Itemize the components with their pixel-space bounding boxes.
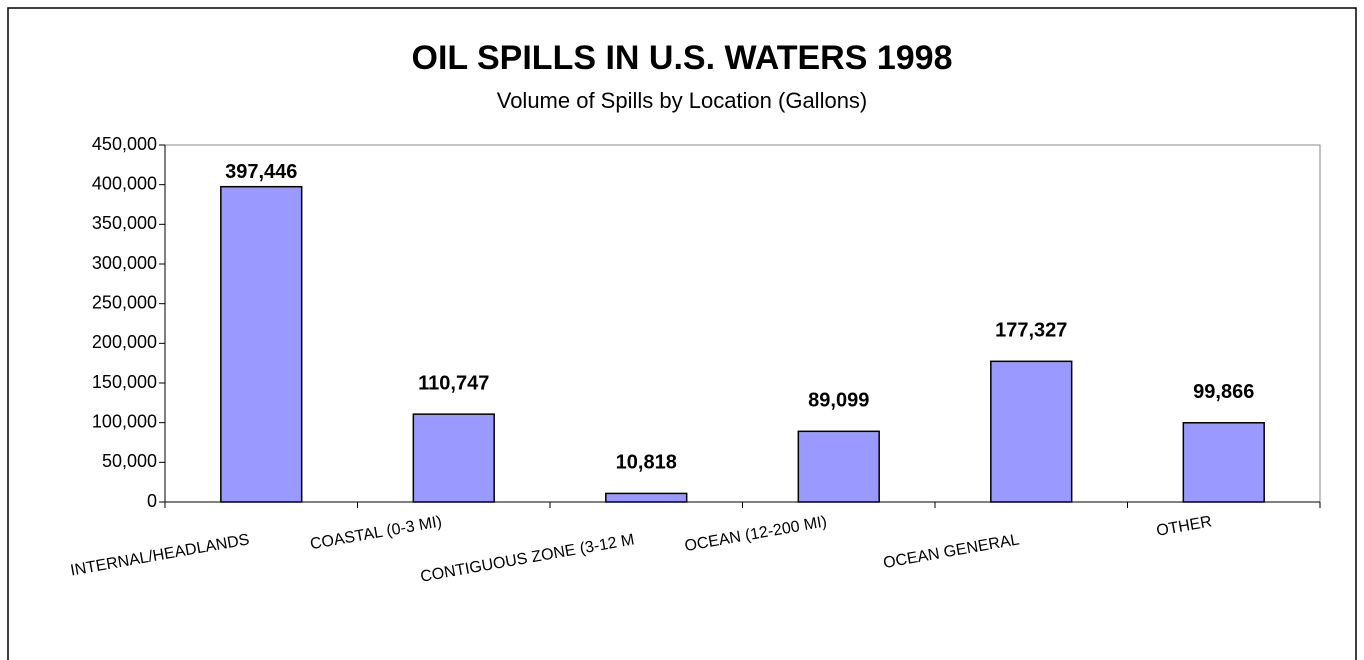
bar — [990, 360, 1073, 503]
bar — [220, 185, 303, 503]
y-tick-label: 0 — [147, 491, 157, 511]
chart-title: OIL SPILLS IN U.S. WATERS 1998 — [412, 39, 953, 77]
data-label: 10,818 — [616, 452, 677, 474]
y-tick-label: 200,000 — [92, 332, 157, 352]
bar — [605, 492, 688, 503]
y-tick-label: 450,000 — [92, 134, 157, 154]
data-label: 397,446 — [225, 161, 297, 183]
y-tick-label: 400,000 — [92, 173, 157, 193]
y-tick-label: 350,000 — [92, 213, 157, 233]
bar — [797, 430, 880, 503]
y-tick-label: 250,000 — [92, 292, 157, 312]
data-label: 110,747 — [418, 372, 489, 394]
y-tick-label: 300,000 — [92, 253, 157, 273]
data-label: 99,866 — [1193, 381, 1254, 403]
y-tick-label: 100,000 — [92, 411, 157, 431]
bar — [1182, 422, 1265, 503]
y-tick-label: 50,000 — [102, 451, 157, 471]
data-label: 89,099 — [808, 390, 869, 412]
data-label: 177,327 — [995, 320, 1067, 342]
y-tick-label: 150,000 — [92, 372, 157, 392]
plot-area — [164, 144, 1321, 503]
bar — [412, 413, 495, 503]
chart-subtitle: Volume of Spills by Location (Gallons) — [497, 88, 868, 113]
